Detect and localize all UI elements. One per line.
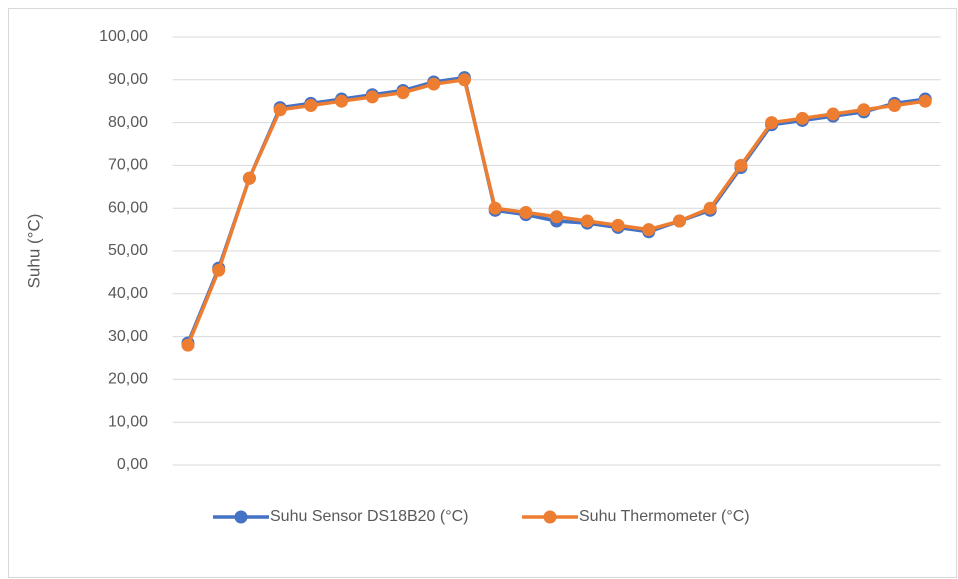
legend-entry: Suhu Sensor DS18B20 (°C) (213, 506, 480, 531)
data-point (826, 107, 840, 121)
data-point (642, 223, 656, 237)
data-point (611, 218, 625, 232)
legend-marker (234, 510, 248, 524)
data-point (212, 263, 226, 277)
legend-icon (522, 510, 578, 524)
data-point (703, 201, 717, 215)
data-point (888, 98, 902, 112)
data-point (580, 214, 594, 228)
y-tick-label: 0,00 (117, 456, 148, 473)
data-point (396, 86, 410, 100)
data-point (181, 338, 195, 352)
data-point (304, 98, 318, 112)
y-tick-label: 40,00 (108, 285, 148, 302)
y-tick-label: 20,00 (108, 371, 148, 388)
legend-label: Suhu Sensor DS18B20 (°C) (270, 508, 469, 525)
y-tick-label: 10,00 (108, 413, 148, 430)
data-point (427, 77, 441, 91)
data-point (242, 171, 256, 185)
chart-border (8, 8, 957, 578)
data-point (519, 205, 533, 219)
legend-entry: Suhu Thermometer (°C) (522, 506, 789, 531)
data-point (273, 103, 287, 117)
y-tick-label: 60,00 (108, 199, 148, 216)
y-tick-label: 70,00 (108, 157, 148, 174)
legend-icon (213, 510, 269, 524)
data-point (734, 158, 748, 172)
legend-label: Suhu Thermometer (°C) (579, 508, 750, 525)
data-point (550, 210, 564, 224)
legend-marker (543, 510, 557, 524)
data-point (857, 103, 871, 117)
data-point (795, 111, 809, 125)
y-tick-label: 100,00 (99, 28, 148, 45)
data-point (457, 73, 471, 87)
y-tick-label: 30,00 (108, 328, 148, 345)
data-point (672, 214, 686, 228)
y-axis-label: Suhu (°C) (24, 214, 43, 289)
data-point (765, 116, 779, 130)
data-point (918, 94, 932, 108)
data-point (488, 201, 502, 215)
data-point (335, 94, 349, 108)
y-tick-label: 50,00 (108, 242, 148, 259)
data-point (365, 90, 379, 104)
y-tick-label: 90,00 (108, 71, 148, 88)
y-tick-label: 80,00 (108, 114, 148, 131)
